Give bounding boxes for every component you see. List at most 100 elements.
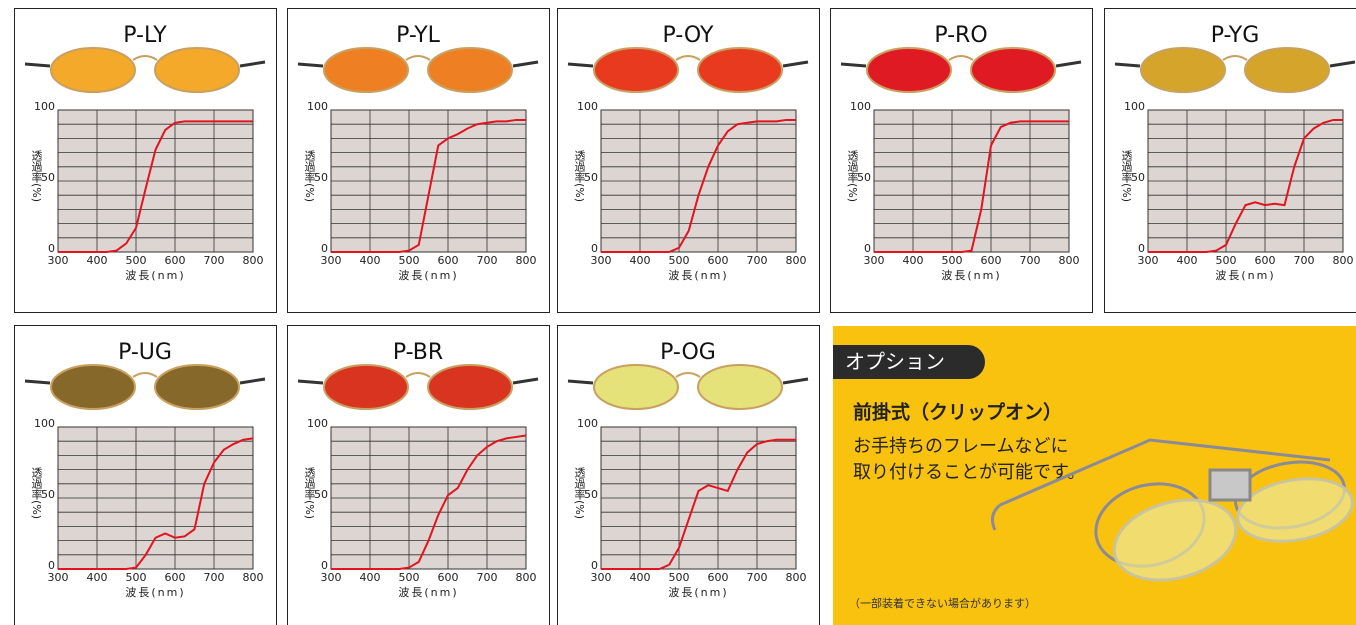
y-tick-label: 50 bbox=[41, 171, 55, 184]
y-tick-label: 100 bbox=[34, 100, 55, 113]
x-tick-label: 300 bbox=[48, 571, 69, 584]
x-tick-label: 700 bbox=[1020, 254, 1041, 267]
y-tick-label: 50 bbox=[857, 171, 871, 184]
option-badge bbox=[833, 345, 985, 379]
y-tick-label: 50 bbox=[584, 488, 598, 501]
chart-panel: P-OG 0 50 100 300 400 500 600 700 800 波長(nm) 透過率(%) bbox=[557, 325, 820, 625]
lens bbox=[427, 364, 513, 410]
temple bbox=[24, 377, 266, 385]
x-tick-label: 700 bbox=[204, 571, 225, 584]
lens bbox=[697, 47, 783, 93]
y-tick-label: 50 bbox=[41, 488, 55, 501]
x-tick-label: 300 bbox=[48, 254, 69, 267]
x-tick-label: 800 bbox=[786, 254, 807, 267]
x-tick-label: 800 bbox=[1059, 254, 1080, 267]
lens bbox=[593, 364, 679, 410]
y-tick-label: 0 bbox=[321, 242, 328, 255]
y-tick-label: 0 bbox=[591, 242, 598, 255]
lens bbox=[50, 364, 136, 410]
y-axis-label: 透過率(%) bbox=[303, 150, 316, 202]
lens bbox=[154, 364, 240, 410]
temple bbox=[999, 438, 1331, 507]
plot-border bbox=[330, 426, 527, 570]
chart-title: P-YG bbox=[1211, 23, 1260, 48]
x-tick-label: 500 bbox=[126, 254, 147, 267]
x-tick-label: 800 bbox=[786, 571, 807, 584]
x-axis-label: 波長(nm) bbox=[398, 269, 458, 282]
x-axis-label: 波長(nm) bbox=[668, 269, 728, 282]
x-tick-label: 400 bbox=[1177, 254, 1198, 267]
option-heading: 前掛式（クリップオン） bbox=[853, 401, 1062, 424]
chart-panel: P-YL 0 50 100 300 400 500 600 700 800 波長(nm) 透過率(%) bbox=[287, 8, 550, 313]
x-tick-label: 700 bbox=[747, 254, 768, 267]
lens bbox=[866, 47, 952, 93]
lens bbox=[50, 47, 136, 93]
x-tick-label: 400 bbox=[630, 571, 651, 584]
x-tick-label: 700 bbox=[477, 571, 498, 584]
x-axis-label: 波長(nm) bbox=[125, 586, 185, 599]
lens bbox=[593, 47, 679, 93]
x-tick-label: 500 bbox=[399, 254, 420, 267]
x-tick-label: 800 bbox=[516, 571, 537, 584]
x-tick-label: 600 bbox=[165, 571, 186, 584]
option-text: お手持ちのフレームなどに bbox=[853, 436, 1068, 457]
plot-border bbox=[873, 109, 1070, 253]
y-tick-label: 100 bbox=[307, 100, 328, 113]
y-tick-label: 100 bbox=[307, 417, 328, 430]
chart-title: P-UG bbox=[118, 340, 172, 365]
lens bbox=[154, 47, 240, 93]
lens bbox=[1236, 477, 1354, 543]
y-axis-label: 透過率(%) bbox=[573, 467, 586, 519]
series-line bbox=[58, 437, 254, 570]
bridge bbox=[132, 372, 158, 378]
x-tick-label: 600 bbox=[1255, 254, 1276, 267]
y-tick-label: 0 bbox=[591, 559, 598, 572]
bridge bbox=[675, 372, 701, 378]
y-axis-label: 透過率(%) bbox=[846, 150, 859, 202]
series-line bbox=[874, 120, 1069, 253]
temple bbox=[297, 377, 539, 385]
y-tick-label: 100 bbox=[1124, 100, 1145, 113]
chart-panel: P-OY 0 50 100 300 400 500 600 700 800 波長(nm) 透過率(%) bbox=[557, 8, 820, 313]
x-tick-label: 800 bbox=[516, 254, 537, 267]
series-line bbox=[58, 120, 253, 253]
x-tick-label: 300 bbox=[321, 571, 342, 584]
plot-border bbox=[330, 109, 527, 253]
x-tick-label: 600 bbox=[165, 254, 186, 267]
x-tick-label: 700 bbox=[204, 254, 225, 267]
y-axis-label: 透過率(%) bbox=[573, 150, 586, 202]
bridge bbox=[948, 55, 974, 61]
lens bbox=[697, 364, 783, 410]
lens bbox=[427, 47, 513, 93]
x-tick-label: 400 bbox=[87, 571, 108, 584]
y-tick-label: 50 bbox=[314, 488, 328, 501]
chart-title: P-BR bbox=[393, 340, 443, 365]
chart-title: P-OY bbox=[663, 23, 714, 48]
series-line bbox=[331, 118, 526, 253]
x-tick-label: 400 bbox=[360, 254, 381, 267]
x-axis-label: 波長(nm) bbox=[125, 269, 185, 282]
x-tick-label: 400 bbox=[87, 254, 108, 267]
x-tick-label: 600 bbox=[438, 571, 459, 584]
x-tick-label: 700 bbox=[477, 254, 498, 267]
option-badge-text: オプション bbox=[845, 350, 945, 374]
x-tick-label: 500 bbox=[399, 571, 420, 584]
clip-on-glasses bbox=[990, 438, 1354, 582]
series-line bbox=[331, 434, 527, 570]
x-tick-label: 300 bbox=[591, 254, 612, 267]
lens bbox=[1244, 47, 1330, 93]
y-axis-label: 透過率(%) bbox=[30, 467, 43, 519]
y-tick-label: 100 bbox=[34, 417, 55, 430]
x-tick-label: 400 bbox=[903, 254, 924, 267]
temple-tip bbox=[990, 503, 1002, 531]
bridge bbox=[405, 372, 431, 378]
x-tick-label: 300 bbox=[321, 254, 342, 267]
y-tick-label: 100 bbox=[577, 100, 598, 113]
temple bbox=[840, 60, 1082, 68]
y-tick-label: 0 bbox=[48, 559, 55, 572]
lens bbox=[970, 47, 1056, 93]
plot-border bbox=[1147, 109, 1344, 253]
option-panel: オプション 前掛式（クリップオン） お手持ちのフレームなどに 取り付けることが可… bbox=[833, 326, 1356, 625]
chart-panel: P-LY 0 50 100 300 400 500 600 700 800 波長(nm) 透過率(%) bbox=[14, 8, 277, 313]
